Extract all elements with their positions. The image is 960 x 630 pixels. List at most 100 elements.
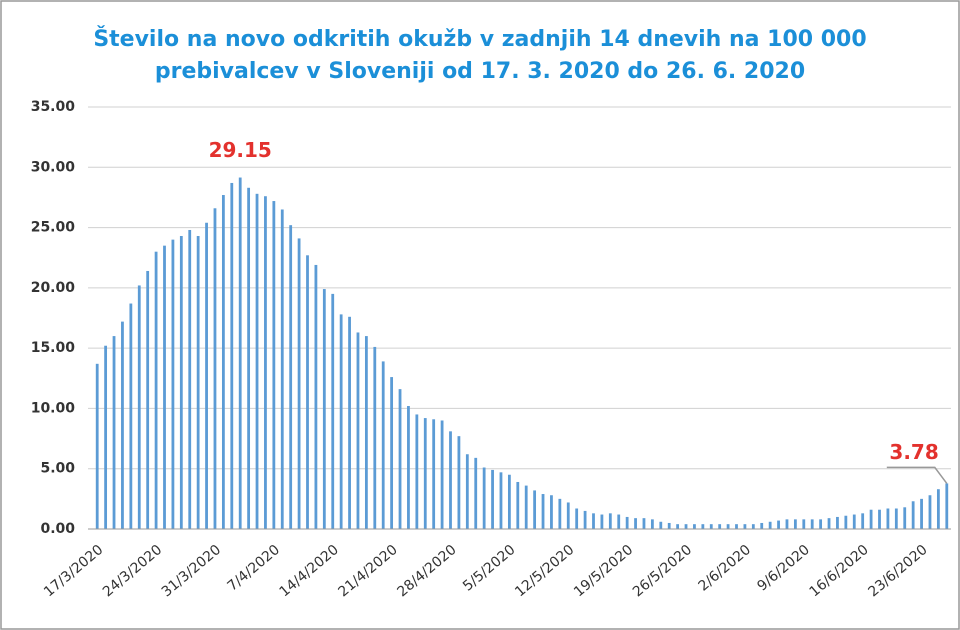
bar: [810, 519, 814, 529]
bar: [516, 481, 520, 529]
bar: [709, 524, 713, 529]
bar: [407, 406, 410, 529]
y-tick-label: 0.00: [40, 521, 75, 537]
bar: [760, 522, 764, 529]
bar: [524, 485, 528, 529]
bar: [322, 289, 326, 529]
bar: [735, 524, 738, 529]
leader-line: [886, 466, 948, 484]
bar: [297, 238, 301, 529]
bar: [272, 201, 276, 529]
bar: [280, 209, 284, 529]
bar: [802, 519, 806, 529]
bar: [457, 436, 461, 529]
bar: [701, 524, 705, 529]
bar: [121, 321, 124, 529]
bar: [499, 472, 503, 529]
bar: [482, 467, 486, 529]
bar: [592, 513, 595, 529]
bar: [381, 361, 385, 529]
bar: [793, 519, 797, 529]
bar: [348, 316, 351, 529]
bar: [903, 507, 907, 529]
bar: [726, 524, 730, 529]
bar: [684, 524, 688, 529]
bar: [390, 377, 394, 529]
bar: [743, 524, 747, 529]
bar: [415, 414, 419, 529]
chart-title: Število na novo odkritih okužb v zadnjih…: [93, 26, 866, 52]
y-tick-label: 15.00: [31, 340, 76, 356]
bar: [221, 195, 225, 529]
bar: [373, 346, 377, 529]
bar: [836, 516, 839, 529]
bar: [583, 510, 587, 529]
bar: [650, 519, 654, 529]
bar: [920, 498, 923, 529]
bar: [423, 418, 427, 529]
bar: [617, 514, 621, 529]
bar: [314, 264, 318, 529]
bar: [945, 483, 949, 529]
bar: [751, 524, 755, 529]
bar: [104, 345, 108, 529]
bar: [154, 251, 158, 529]
bar: [188, 229, 192, 530]
bar: [95, 363, 99, 529]
bar: [179, 236, 183, 530]
bar: [289, 225, 293, 529]
bar: [911, 501, 915, 529]
bar: [634, 518, 637, 529]
bar: [541, 494, 545, 529]
bar: [255, 193, 259, 529]
bar: [474, 457, 478, 529]
y-tick-label: 25.00: [31, 220, 76, 236]
bar: [827, 518, 831, 529]
bar: [861, 513, 865, 529]
bar: [600, 514, 604, 529]
bar: [768, 521, 772, 529]
bar: [205, 222, 208, 529]
bar: [659, 521, 663, 529]
bar: [112, 336, 116, 529]
bar: [163, 245, 166, 529]
y-tick-label: 10.00: [31, 400, 76, 416]
bar: [339, 314, 343, 529]
bar: [507, 474, 511, 529]
bar: [693, 524, 696, 529]
bar: [777, 520, 780, 529]
y-tick-label: 20.00: [31, 280, 76, 296]
bar: [558, 498, 562, 529]
bar: [878, 509, 881, 529]
bar: [550, 495, 553, 529]
bar: [171, 239, 175, 529]
bar: [230, 182, 234, 529]
bar: [465, 454, 469, 529]
bar: [928, 495, 932, 529]
bar: [566, 502, 570, 529]
bar: [575, 508, 579, 529]
bar: [356, 332, 360, 529]
bar: [894, 508, 898, 529]
bar: [491, 469, 494, 529]
bar: [608, 513, 612, 529]
bar: [213, 208, 217, 529]
y-tick-label: 30.00: [31, 159, 76, 175]
bar: [667, 522, 671, 529]
bar: [440, 420, 444, 529]
bar: [432, 419, 436, 529]
bar: [533, 490, 537, 529]
bar: [306, 255, 309, 529]
bar: [819, 519, 823, 529]
chart-title: prebivalcev v Sloveniji od 17. 3. 2020 d…: [155, 59, 805, 84]
bar: [449, 431, 452, 529]
bar: [676, 524, 680, 529]
bar: [146, 270, 150, 529]
bar: [137, 285, 141, 529]
bar: [238, 177, 242, 529]
y-tick-label: 5.00: [40, 461, 75, 477]
bar: [364, 336, 368, 529]
